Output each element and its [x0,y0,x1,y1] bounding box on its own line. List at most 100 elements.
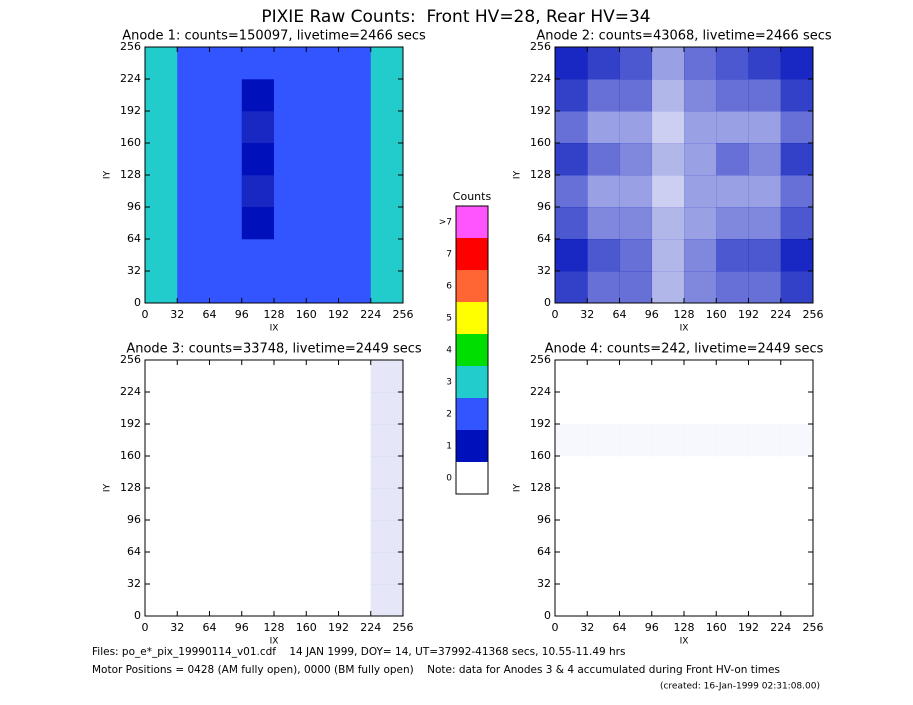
heatmap-cell [209,143,243,176]
heatmap-cell [684,520,717,552]
x-tick-label: 160 [706,621,727,634]
x-tick-label: 64 [613,308,627,321]
x-tick-label: 64 [613,621,627,634]
heatmap-cell [716,456,749,488]
y-tick-label: 96 [127,513,141,526]
heatmap-cell [370,520,404,553]
figure-title: PIXIE Raw Counts: Front HV=28, Rear HV=3… [261,7,650,27]
y-tick-label: 224 [530,385,551,398]
heatmap-cell [716,175,749,208]
heatmap-cell [555,424,588,456]
heatmap-cell [306,239,339,272]
heatmap-cell [274,143,307,176]
heatmap-cell [555,175,588,208]
heatmap-cell [274,584,307,616]
heatmap-cell [241,79,275,112]
heatmap-cell [555,584,588,616]
heatmap-cell [620,424,653,456]
x-tick-label: 224 [360,621,381,634]
heatmap-cell [651,175,685,208]
heatmap-cell [749,456,782,488]
heatmap-cell [620,360,653,392]
y-tick-label: 256 [120,353,141,366]
heatmap-cell [780,143,814,176]
y-tick-label: 64 [127,545,141,558]
heatmap-cell [619,79,653,112]
heatmap-cell [684,175,717,208]
heatmap-cell [749,392,782,424]
heatmap-cell [177,207,210,240]
heatmap-cell [652,424,685,456]
colorbar-swatch [456,270,488,302]
heatmap-cell [748,111,782,144]
x-tick-label: 96 [645,621,659,634]
heatmap-cell [145,143,178,176]
heatmap-cell [587,207,620,240]
heatmap-cell [306,207,339,240]
heatmap-cell [684,143,717,176]
x-tick-label: 160 [296,621,317,634]
y-tick-label: 32 [127,577,141,590]
heatmap-cell [274,360,307,392]
x-tick-label: 32 [580,308,594,321]
y-tick-label: 128 [530,168,551,181]
heatmap-cell [306,552,339,584]
heatmap-cell [370,552,404,585]
heatmap-cell [780,175,814,208]
y-tick-label: 160 [530,449,551,462]
x-tick-label: 128 [674,621,695,634]
heatmap-cell [748,175,782,208]
heatmap-cell [145,239,178,272]
heatmap-cell [370,456,404,489]
heatmap-cell [306,584,339,616]
heatmap-cell [338,79,372,112]
heatmap-cell [620,456,653,488]
heatmap-cell [242,584,275,616]
y-tick-label: 224 [530,72,551,85]
heatmap-cell [555,392,588,424]
colorbar-title: Counts [453,190,492,203]
heatmap-cell [555,79,588,112]
heatmap-cell [210,392,243,424]
heatmap-cell [177,239,210,272]
heatmap-cell [651,143,685,176]
x-tick-label: 160 [296,308,317,321]
x-tick-label: 192 [738,621,759,634]
x-tick-label: 128 [264,621,285,634]
heatmap-cell [619,111,653,144]
colorbar-swatch [456,334,488,366]
heatmap-cell [716,79,749,112]
x-axis-label: IX [270,324,279,334]
heatmap-cell [210,552,243,584]
heatmap-cell [619,239,653,272]
heatmap-cell [306,271,339,304]
heatmap-cell [619,207,653,240]
heatmap-cell [652,392,685,424]
heatmap-cell [145,47,178,80]
heatmap-cell [780,239,814,272]
x-tick-label: 96 [235,621,249,634]
heatmap-cell [587,239,620,272]
heatmap-cell [716,392,749,424]
heatmap-cell [274,239,307,272]
heatmap-cell [339,488,372,520]
heatmap-cell [241,143,275,176]
heatmap-cell [370,392,404,425]
heatmap-cell [370,271,404,304]
colorbar-label: >7 [439,218,452,228]
x-axis-label: IX [270,637,279,647]
heatmap-cell [339,424,372,456]
heatmap-cell [338,271,372,304]
heatmap-cell [587,424,620,456]
heatmap-cell [619,271,653,304]
heatmap-cell [241,271,275,304]
heatmap-cell [619,47,653,80]
heatmap-cell [338,239,372,272]
heatmap-cell [177,488,210,520]
heatmap-cell [684,79,717,112]
x-tick-label: 224 [770,308,791,321]
heatmap-cell [684,207,717,240]
heatmap-cell [555,456,588,488]
panel-title: Anode 1: counts=150097, livetime=2466 se… [122,29,426,44]
heatmap-cell [209,239,243,272]
